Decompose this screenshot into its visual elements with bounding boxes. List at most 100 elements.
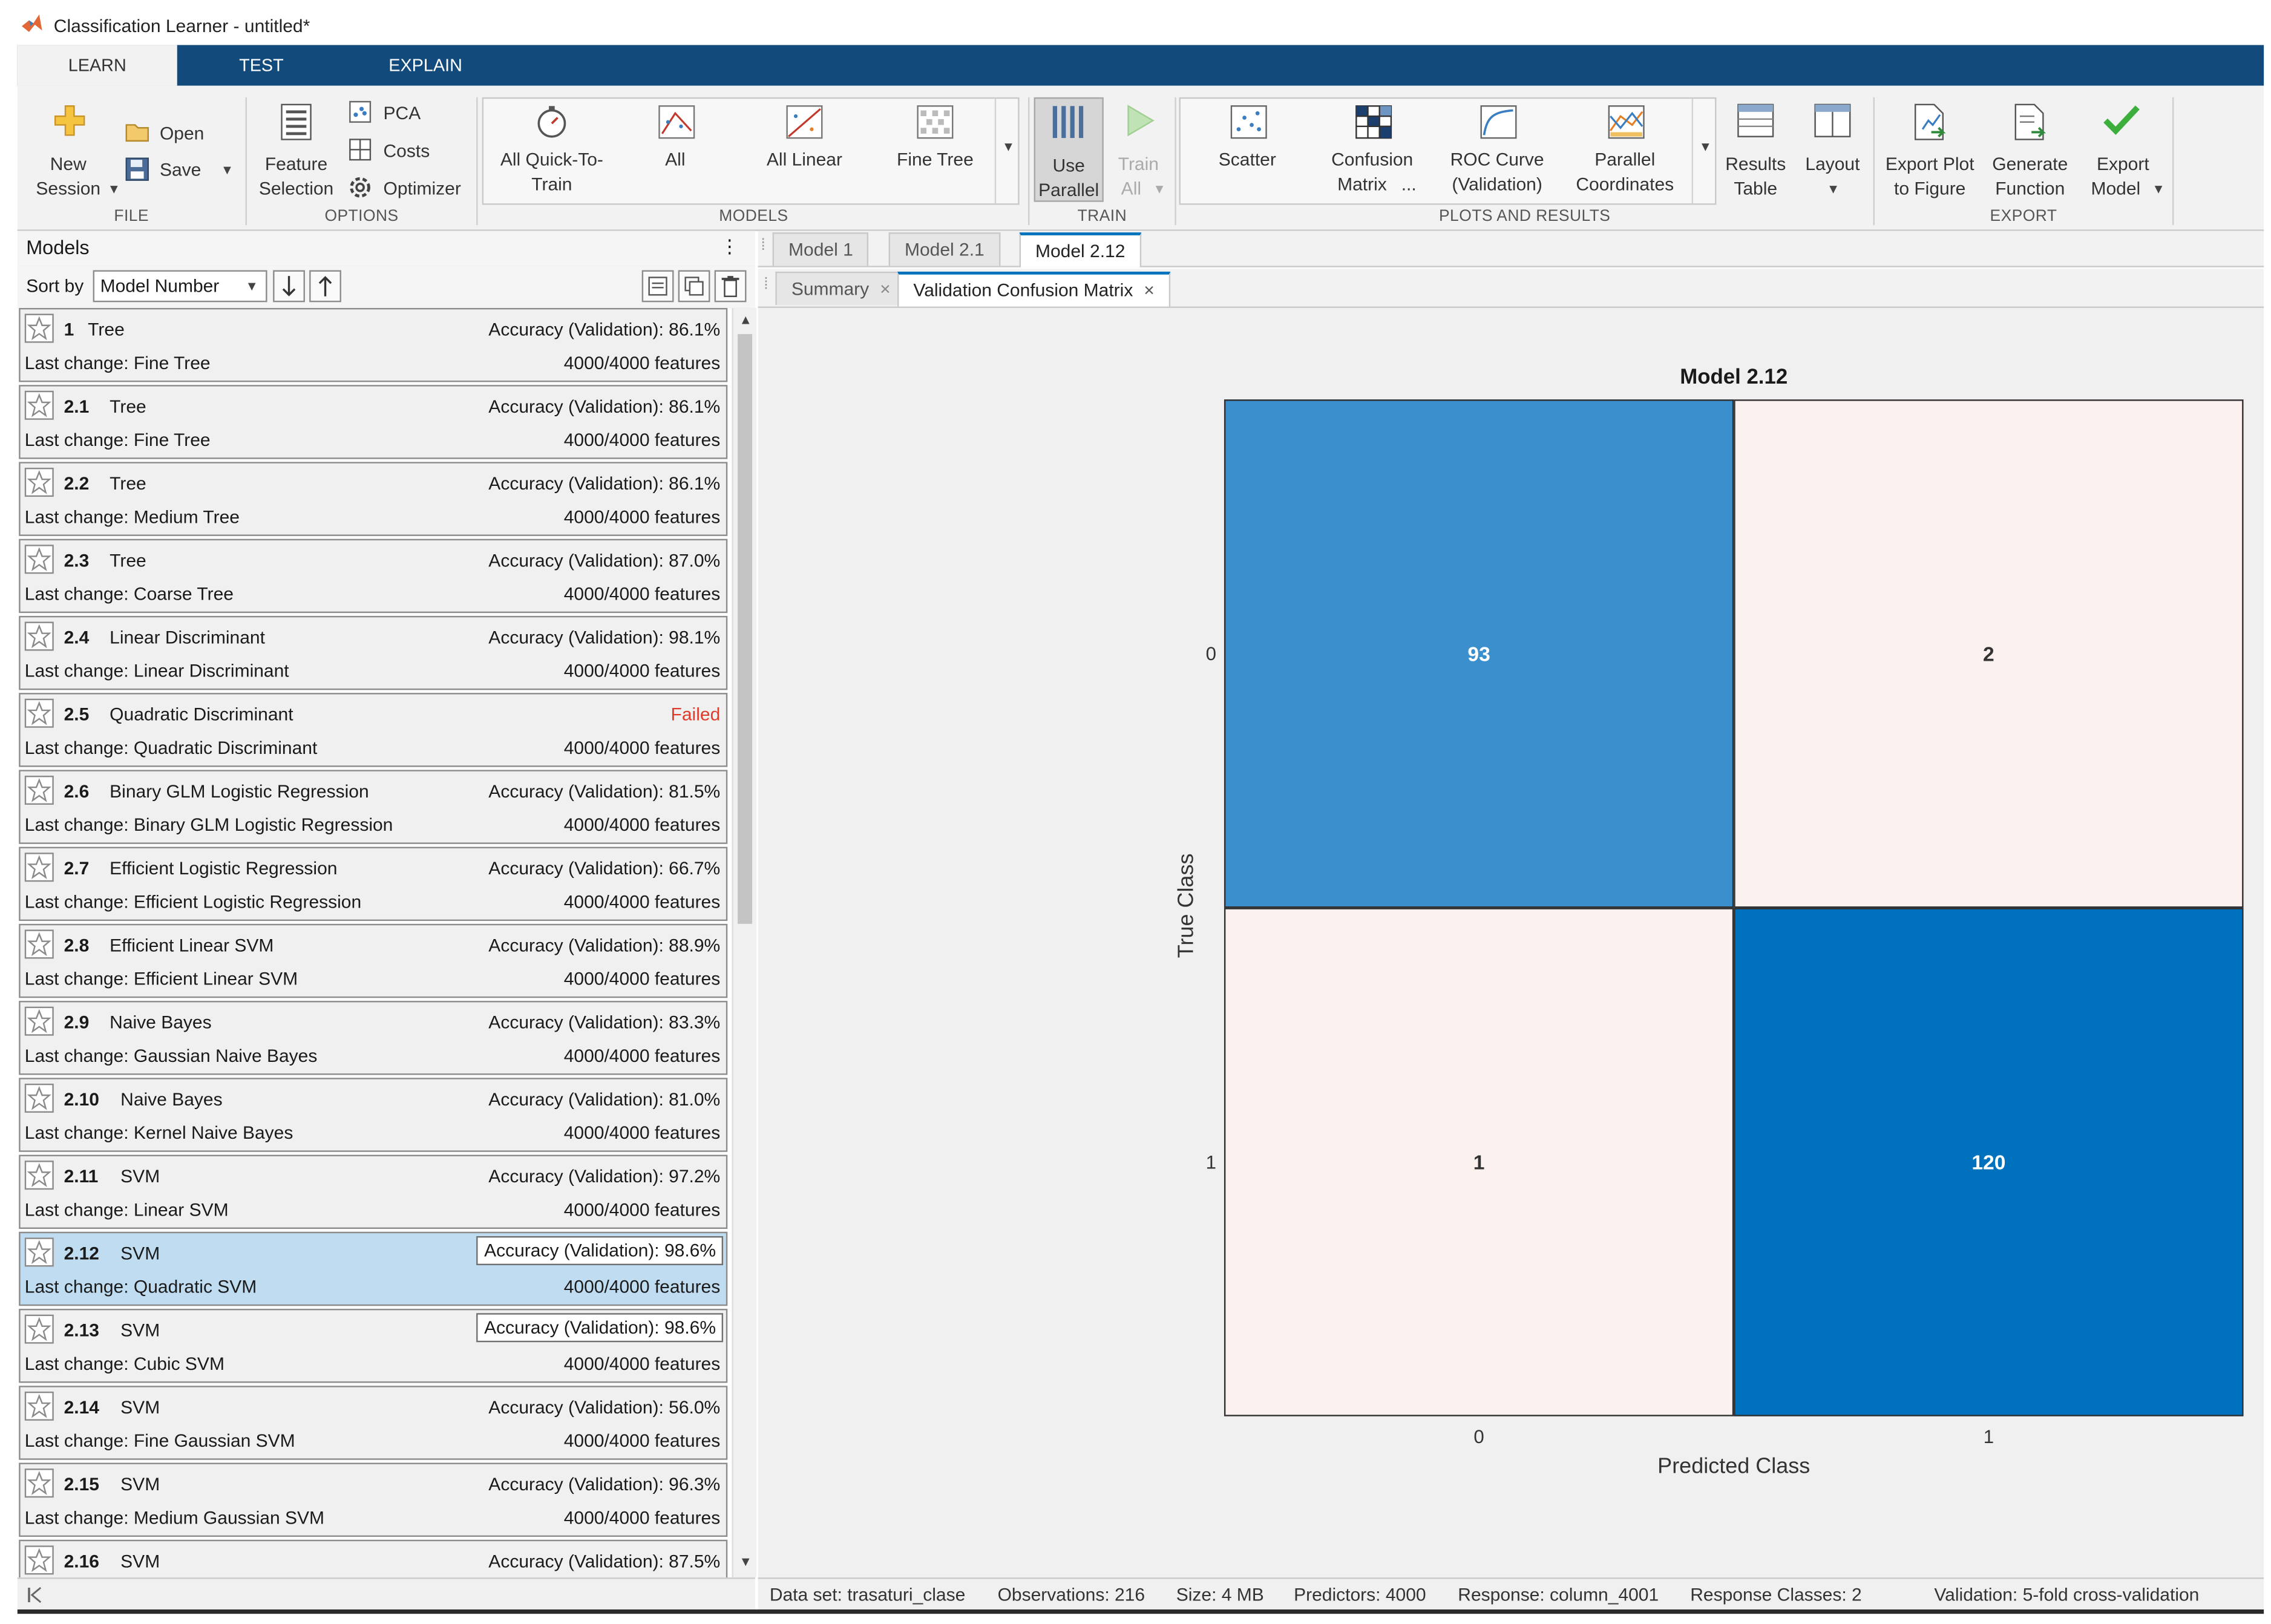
model-row[interactable]: 2.16 SVM Accuracy (Validation): 87.5%: [19, 1539, 728, 1578]
confusion-label-1: Confusion: [1331, 149, 1414, 170]
tab-model-2-12[interactable]: Model 2.12: [1019, 232, 1141, 267]
model-row[interactable]: 2.13 SVM Accuracy (Validation): 98.6% Last …: [19, 1309, 728, 1383]
model-accuracy: Accuracy (Validation): 87.5%: [488, 1551, 721, 1572]
favorite-star-icon[interactable]: [24, 621, 54, 651]
model-list[interactable]: 1 Tree Accuracy (Validation): 86.1% Last ch…: [17, 307, 732, 1578]
use-parallel-toggle[interactable]: Use Parallel: [1034, 97, 1104, 202]
tab-learn[interactable]: LEARN: [17, 45, 177, 86]
models-gallery-expand[interactable]: ▼: [994, 99, 1020, 204]
favorite-star-icon[interactable]: [24, 1083, 54, 1113]
favorite-star-icon[interactable]: [24, 1161, 54, 1190]
model-row[interactable]: 2.11 SVM Accuracy (Validation): 97.2% Last …: [19, 1154, 728, 1229]
roc-curve-button[interactable]: ROC Curve (Validation): [1436, 105, 1558, 200]
sort-descending-button[interactable]: [273, 270, 305, 303]
favorite-star-icon[interactable]: [24, 313, 54, 343]
favorite-star-icon[interactable]: [24, 853, 54, 882]
tab-test[interactable]: TEST: [239, 55, 284, 76]
sort-by-select[interactable]: Model Number ▼: [93, 270, 267, 303]
tab-model-2-1[interactable]: Model 2.1: [888, 232, 1001, 266]
tab-validation-confusion-matrix[interactable]: Validation Confusion Matrix ×: [897, 271, 1171, 307]
favorite-star-icon[interactable]: [24, 775, 54, 805]
view-tabs: ⁞ Summary × Validation Confusion Matrix …: [758, 269, 2264, 308]
delete-model-button[interactable]: [714, 270, 747, 303]
model-last-change: Last change: Fine Tree: [24, 430, 211, 451]
favorite-star-icon[interactable]: [24, 1468, 54, 1498]
close-icon[interactable]: ×: [880, 278, 891, 300]
tab-summary[interactable]: Summary ×: [775, 271, 907, 306]
horizontal-scrollbar[interactable]: [17, 1577, 755, 1611]
model-row[interactable]: 2.10 Naive Bayes Accuracy (Validation): 81…: [19, 1078, 728, 1152]
model-row[interactable]: 2.15 SVM Accuracy (Validation): 96.3% Last …: [19, 1462, 728, 1537]
summary-icon: [648, 277, 667, 296]
results-table-button[interactable]: Results Table: [1719, 103, 1792, 205]
options-section-label: OPTIONS: [324, 208, 399, 226]
model-number: 2.6: [64, 781, 90, 802]
export-model-button[interactable]: Export Model ▼: [2079, 103, 2166, 205]
model-row[interactable]: 1 Tree Accuracy (Validation): 86.1% Last ch…: [19, 307, 728, 382]
model-row[interactable]: 2.2 Tree Accuracy (Validation): 86.1% Last …: [19, 462, 728, 536]
train-all-button[interactable]: Train All ▼: [1109, 97, 1167, 202]
model-summary-button[interactable]: [641, 270, 674, 303]
all-linear-button[interactable]: All Linear: [745, 105, 864, 200]
duplicate-model-button[interactable]: [678, 270, 710, 303]
model-last-change: Last change: Linear Discriminant: [24, 661, 289, 681]
model-row[interactable]: 2.4 Linear Discriminant Accuracy (Validati…: [19, 615, 728, 690]
model-number: 2.3: [64, 550, 90, 571]
sort-ascending-button[interactable]: [309, 270, 341, 303]
drag-handle-icon: ⁞: [761, 237, 765, 255]
favorite-star-icon[interactable]: [24, 1391, 54, 1421]
scroll-up-icon[interactable]: ▲: [739, 312, 752, 327]
new-session-button[interactable]: New Session ▼: [23, 103, 120, 205]
scrollbar-thumb[interactable]: [738, 334, 753, 924]
fine-tree-button[interactable]: Fine Tree: [879, 105, 992, 200]
model-row[interactable]: 2.3 Tree Accuracy (Validation): 87.0% Last …: [19, 539, 728, 614]
favorite-star-icon[interactable]: [24, 929, 54, 959]
panel-menu-icon[interactable]: ⋮: [720, 235, 739, 257]
all-quick-to-train-button[interactable]: All Quick-To- Train: [490, 105, 614, 200]
favorite-star-icon[interactable]: [24, 468, 54, 497]
optimizer-button[interactable]: Optimizer: [349, 175, 479, 201]
costs-button[interactable]: Costs: [349, 138, 465, 164]
tab-model-1[interactable]: Model 1: [772, 232, 870, 266]
model-row[interactable]: 2.14 SVM Accuracy (Validation): 56.0% Last …: [19, 1386, 728, 1460]
favorite-star-icon[interactable]: [24, 1314, 54, 1344]
model-row[interactable]: 2.7 Efficient Logistic Regression Accuracy…: [19, 846, 728, 922]
model-accuracy: Accuracy (Validation): 98.1%: [488, 627, 721, 648]
scatter-label: Scatter: [1218, 149, 1276, 170]
folder-open-icon: [125, 124, 149, 142]
ribbon-divider: [1873, 97, 1875, 226]
model-row[interactable]: 2.8 Efficient Linear SVM Accuracy (Validat…: [19, 923, 728, 998]
models-panel-header: Models ⋮: [17, 231, 755, 267]
favorite-star-icon[interactable]: [24, 390, 54, 420]
scroll-down-icon[interactable]: ▼: [739, 1554, 752, 1569]
matrix-cell-value: 2: [1983, 642, 1994, 666]
favorite-star-icon[interactable]: [24, 1006, 54, 1036]
favorite-star-icon[interactable]: [24, 1545, 54, 1575]
model-row[interactable]: 2.12 SVM Accuracy (Validation): 98.6% Last …: [19, 1231, 728, 1306]
favorite-star-icon[interactable]: [24, 698, 54, 728]
pca-button[interactable]: PCA: [349, 100, 465, 126]
close-icon[interactable]: ×: [1144, 280, 1155, 301]
scatter-plot-button[interactable]: Scatter: [1187, 105, 1309, 200]
feature-selection-button[interactable]: Feature Selection: [253, 103, 340, 205]
parallel-coordinates-button[interactable]: Parallel Coordinates: [1561, 105, 1689, 200]
scroll-left-end-icon[interactable]: [26, 1586, 44, 1604]
model-list-scrollbar[interactable]: ▲ ▼: [732, 307, 757, 1578]
favorite-star-icon[interactable]: [24, 1237, 54, 1267]
confusion-matrix-button[interactable]: Confusion Matrix ...: [1311, 105, 1434, 200]
save-button[interactable]: Save ▼: [125, 156, 235, 185]
tab-explain[interactable]: EXPLAIN: [388, 55, 462, 76]
layout-button[interactable]: Layout ▼: [1798, 103, 1867, 205]
gear-icon: [350, 177, 370, 198]
open-button[interactable]: Open: [125, 117, 226, 146]
all-models-button[interactable]: All: [623, 105, 727, 200]
model-row[interactable]: 2.9 Naive Bayes Accuracy (Validation): 83.…: [19, 1001, 728, 1075]
favorite-star-icon[interactable]: [24, 545, 54, 574]
model-row[interactable]: 2.6 Binary GLM Logistic Regression Accurac…: [19, 770, 728, 844]
plots-gallery-expand[interactable]: ▼: [1691, 99, 1717, 204]
model-row[interactable]: 2.5 Quadratic Discriminant Failed Last chan…: [19, 693, 728, 767]
export-plot-button[interactable]: Export Plot to Figure: [1879, 103, 1981, 205]
generate-function-button[interactable]: Generate Function: [1984, 103, 2077, 205]
model-row[interactable]: 2.1 Tree Accuracy (Validation): 86.1% Last …: [19, 385, 728, 459]
model-accuracy: Failed: [670, 704, 721, 725]
